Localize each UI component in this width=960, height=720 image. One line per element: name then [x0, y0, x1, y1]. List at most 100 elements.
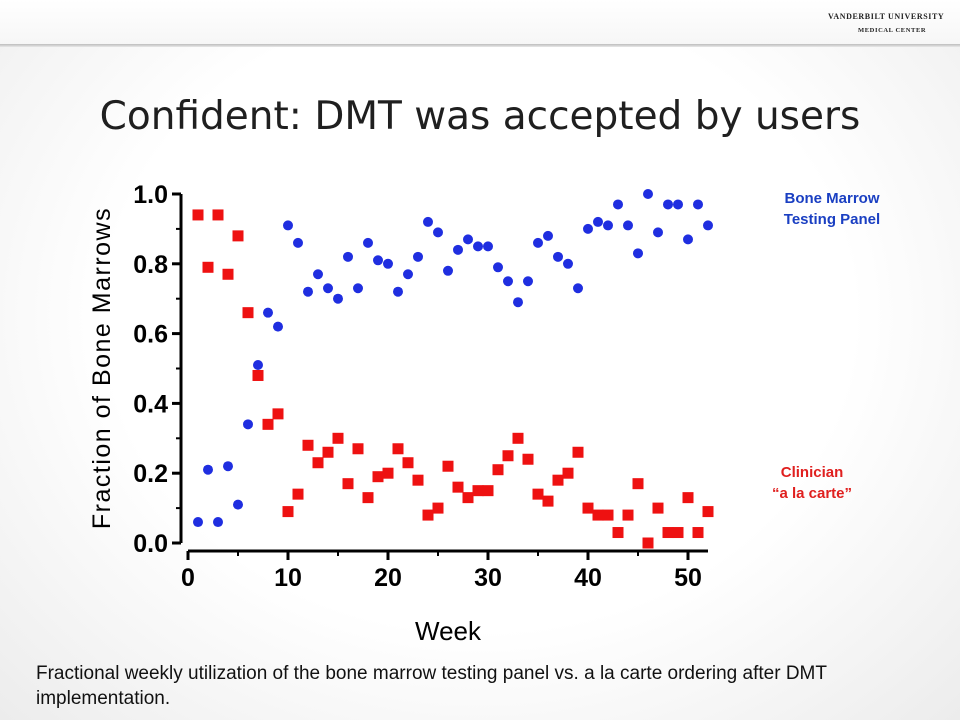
carte-point — [532, 488, 544, 500]
carte-point — [672, 527, 684, 539]
panel-point — [593, 216, 603, 227]
carte-point — [622, 509, 634, 521]
carte-point — [312, 457, 324, 469]
carte-point — [642, 537, 654, 549]
carte-point — [702, 506, 714, 518]
carte-point — [652, 502, 664, 514]
y-axis-title: Fraction of Bone Marrows — [88, 207, 116, 529]
carte-point — [322, 446, 334, 458]
panel-point — [243, 419, 253, 430]
panel-point — [503, 276, 513, 287]
y-tick-label: 0.4 — [133, 390, 168, 418]
panel-point — [683, 234, 693, 245]
carte-point — [522, 453, 534, 465]
panel-point — [563, 258, 573, 269]
carte-point — [682, 492, 694, 504]
panel-point — [513, 297, 523, 308]
panel-point — [413, 251, 423, 262]
panel-point — [553, 251, 563, 262]
panel-point — [293, 237, 303, 248]
x-tick-label: 30 — [474, 564, 502, 592]
carte-point — [542, 495, 554, 507]
legend-label-carte: Clinician “a la carte” — [771, 464, 853, 502]
panel-point — [233, 499, 243, 510]
carte-point — [562, 467, 574, 479]
carte-point — [252, 369, 264, 381]
panel-point — [423, 216, 433, 227]
chart-marks — [192, 189, 714, 549]
header-band — [0, 0, 960, 46]
panel-point — [393, 286, 403, 297]
carte-point — [412, 474, 424, 486]
carte-point — [282, 506, 294, 518]
carte-point — [202, 261, 214, 273]
carte-point — [302, 439, 314, 451]
carte-point — [292, 488, 304, 500]
carte-point — [332, 432, 344, 444]
panel-point — [643, 189, 653, 199]
x-tick-label: 20 — [374, 564, 402, 592]
carte-point — [512, 432, 524, 444]
panel-point — [203, 464, 213, 475]
carte-point — [342, 478, 354, 490]
panel-point — [313, 269, 323, 280]
series-carte — [192, 209, 714, 549]
y-tick-label: 0.8 — [133, 251, 168, 279]
panel-point — [633, 248, 643, 259]
panel-point — [343, 251, 353, 262]
x-tick-label: 50 — [674, 564, 702, 592]
panel-point — [383, 258, 393, 269]
carte-point — [272, 408, 284, 420]
panel-point — [323, 283, 333, 294]
panel-point — [543, 230, 553, 241]
panel-point — [523, 276, 533, 287]
panel-point — [613, 199, 623, 210]
panel-point — [603, 220, 613, 231]
carte-point — [432, 502, 444, 514]
carte-point — [262, 418, 274, 430]
carte-point — [442, 460, 454, 472]
y-tick-label: 1.0 — [133, 181, 168, 209]
carte-point — [402, 457, 414, 469]
panel-point — [703, 220, 713, 231]
carte-point — [232, 230, 244, 242]
panel-point — [303, 286, 313, 297]
carte-point — [592, 509, 604, 521]
carte-point — [662, 527, 674, 539]
carte-point — [382, 467, 394, 479]
carte-point — [472, 485, 484, 497]
university-logo: VANDERBILT UNIVERSITY MEDICAL CENTER — [828, 12, 954, 38]
panel-point — [493, 262, 503, 273]
panel-point — [663, 199, 673, 210]
carte-point — [482, 485, 494, 497]
carte-point — [552, 474, 564, 486]
carte-point — [692, 527, 704, 539]
carte-point — [422, 509, 434, 521]
carte-point — [372, 471, 384, 483]
slide-background — [0, 47, 960, 720]
x-tick-label: 10 — [274, 564, 302, 592]
carte-point — [362, 492, 374, 504]
panel-point — [443, 265, 453, 276]
logo-subtitle: MEDICAL CENTER — [858, 27, 927, 34]
panel-point — [473, 241, 483, 252]
carte-point — [222, 268, 234, 280]
carte-point — [602, 509, 614, 521]
panel-point — [253, 360, 263, 371]
panel-point — [193, 517, 203, 528]
panel-point — [353, 283, 363, 294]
panel-point — [573, 283, 583, 294]
carte-point — [632, 478, 644, 490]
panel-point — [263, 307, 273, 318]
carte-point — [452, 481, 464, 493]
panel-point — [373, 255, 383, 266]
x-tick-label: 40 — [574, 564, 602, 592]
slide-caption: Fractional weekly utilization of the bon… — [36, 663, 827, 709]
panel-point — [333, 293, 343, 304]
carte-point — [392, 443, 404, 455]
carte-point — [242, 307, 254, 319]
panel-point — [283, 220, 293, 231]
header-divider — [0, 44, 960, 47]
panel-point — [483, 241, 493, 252]
